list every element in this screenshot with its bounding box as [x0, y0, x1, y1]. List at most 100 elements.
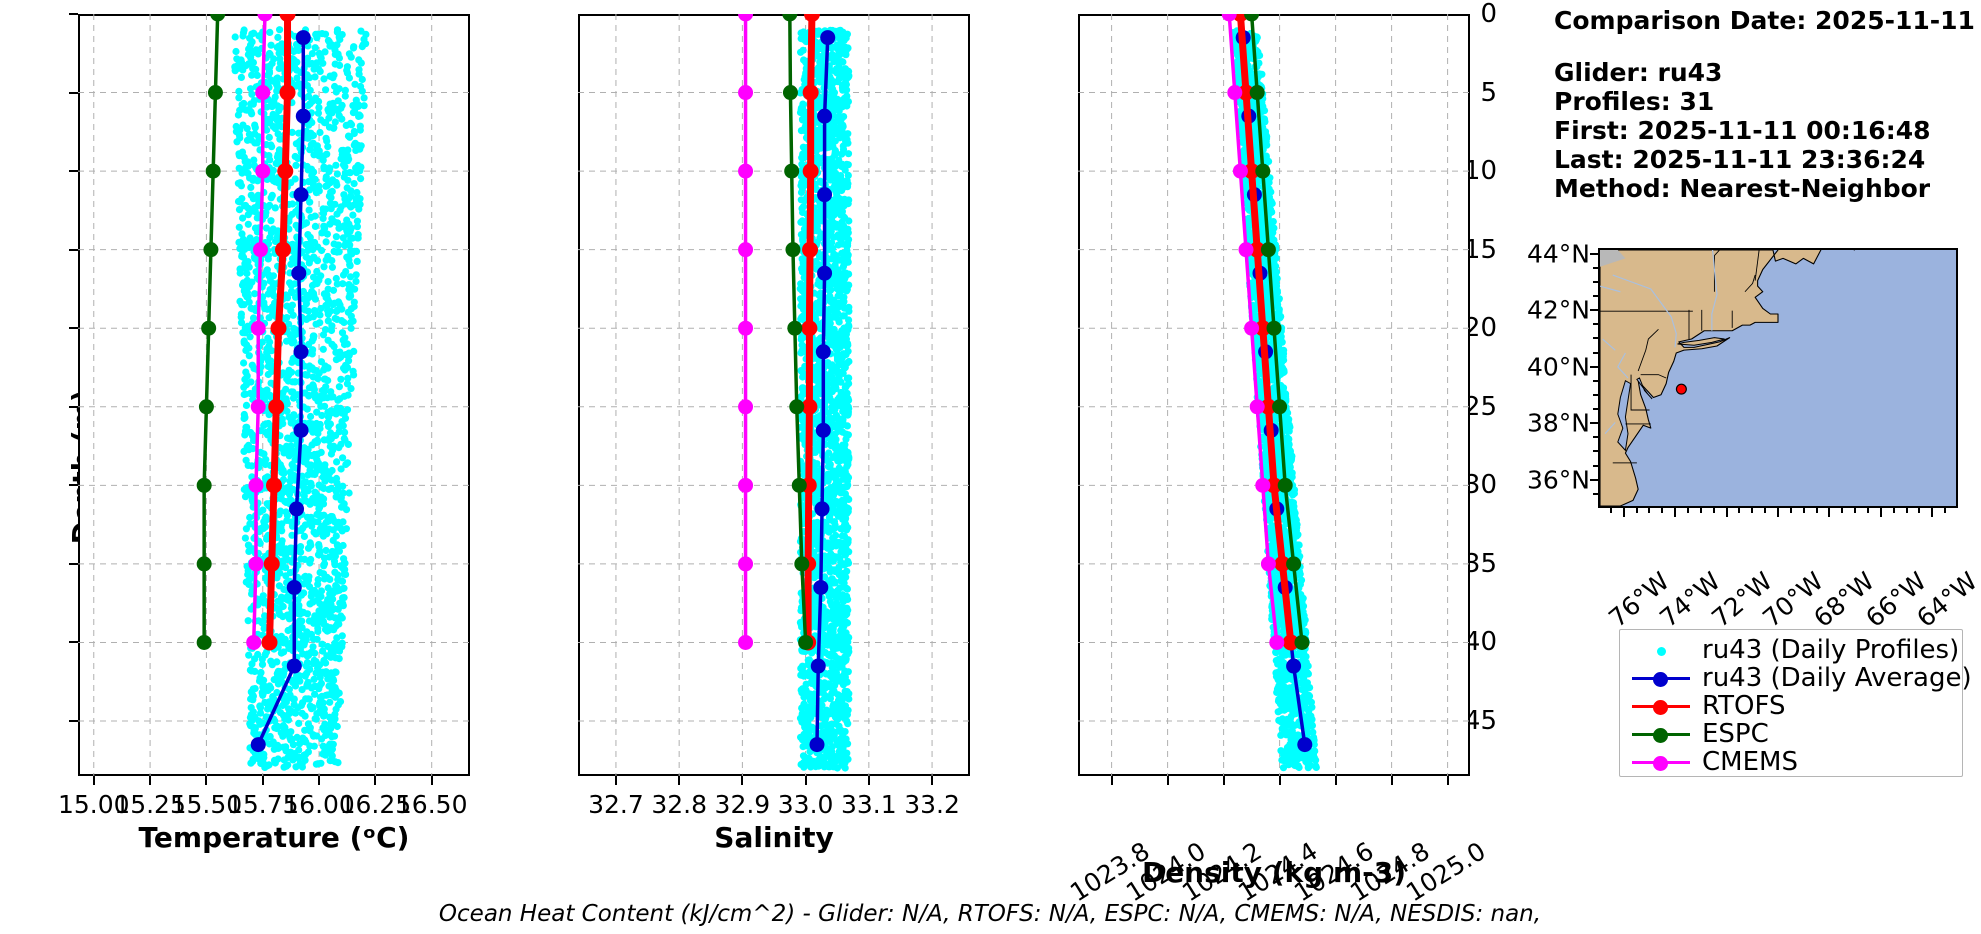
depth-tick-mark — [69, 641, 78, 644]
last-time-line: Last: 2025-11-11 23:36:24 — [1554, 145, 1926, 174]
map-lat-minor-tick — [1593, 351, 1598, 354]
legend-label: ru43 (Daily Profiles) — [1702, 635, 1960, 665]
map-lat-minor-tick — [1593, 323, 1598, 326]
depth-tick-mark — [69, 91, 78, 94]
density-axis-title: Density (kg m-3) — [1141, 856, 1407, 889]
location-map[interactable] — [1598, 248, 1958, 508]
depth-tick-mark — [69, 484, 78, 487]
depth-tick-mark — [69, 327, 78, 330]
map-lon-label: 68°W — [1808, 566, 1881, 633]
depth-tick-mark — [69, 248, 78, 251]
x-tick-label: 33.0 — [777, 790, 834, 819]
map-lat-label: 40°N — [1526, 352, 1590, 382]
temperature-axis-title: Temperature (ᵒC) — [138, 821, 410, 854]
depth-tick-mark — [69, 170, 78, 173]
map-lon-minor-tick — [1892, 508, 1895, 513]
series-cmems — [246, 14, 273, 650]
series-espc — [1244, 14, 1310, 650]
map-lat-minor-tick — [1593, 365, 1598, 368]
series-rtofs — [1232, 14, 1299, 651]
comparison-date-line: Comparison Date: 2025-11-11 — [1554, 6, 1975, 35]
map-lon-minor-tick — [1648, 508, 1651, 513]
depth-tick-mark — [69, 13, 78, 15]
x-tick-mark — [1166, 776, 1169, 785]
map-lon-minor-tick — [1777, 508, 1779, 513]
ocean-heat-content-caption: Ocean Heat Content (kJ/cm^2) - Glider: N… — [438, 901, 1542, 927]
legend-item-cmems[interactable]: CMEMS — [1630, 747, 1962, 777]
series-rtofs — [261, 14, 296, 651]
legend-marker-dot-icon — [1653, 672, 1668, 687]
map-lat-minor-tick — [1593, 337, 1598, 340]
x-tick-label: 32.7 — [588, 790, 644, 819]
map-lat-minor-tick — [1593, 280, 1598, 283]
map-lat-minor-tick — [1593, 252, 1598, 255]
map-lat-label: 44°N — [1526, 239, 1590, 269]
map-lon-minor-tick — [1802, 508, 1805, 513]
method-line: Method: Nearest-Neighbor — [1554, 174, 1931, 203]
x-tick-label: 33.2 — [904, 790, 960, 819]
legend-item-ru43-daily-average[interactable]: ru43 (Daily Average) — [1630, 663, 1972, 693]
series-espc — [782, 14, 814, 650]
x-tick-mark — [741, 776, 744, 785]
map-lat-minor-tick — [1593, 436, 1598, 439]
legend-scatter-dot-icon — [1657, 647, 1666, 656]
x-tick-mark — [1390, 776, 1393, 785]
x-tick-mark — [678, 776, 681, 785]
legend-item-rtofs[interactable]: RTOFS — [1630, 691, 1962, 721]
legend-symbol — [1630, 748, 1692, 776]
depth-tick-mark — [69, 562, 78, 565]
map-lon-minor-tick — [1622, 508, 1625, 513]
map-lat-minor-tick — [1593, 492, 1598, 495]
map-lat-minor-tick — [1593, 379, 1598, 382]
map-lon-minor-tick — [1635, 508, 1638, 513]
legend-marker-dot-icon — [1653, 756, 1668, 771]
map-lon-minor-tick — [1789, 508, 1792, 513]
density-panel — [1078, 14, 1470, 776]
map-lat-minor-tick — [1593, 422, 1598, 425]
map-lon-minor-tick — [1815, 508, 1818, 513]
legend-label: ru43 (Daily Average) — [1702, 663, 1972, 693]
map-lat-label: 36°N — [1526, 465, 1590, 495]
legend-symbol — [1630, 664, 1692, 692]
x-tick-label: 16.25 — [339, 790, 412, 819]
salinity-axis-title: Salinity — [714, 821, 834, 854]
legend-symbol — [1630, 720, 1692, 748]
map-lon-minor-tick — [1867, 508, 1869, 513]
map-lon-minor-tick — [1699, 508, 1702, 513]
profiles-line: Profiles: 31 — [1554, 87, 1715, 116]
x-tick-mark — [1110, 776, 1113, 785]
depth-tick-label: 0 — [1480, 0, 1497, 29]
map-lat-minor-tick — [1593, 266, 1598, 269]
x-tick-mark — [931, 776, 934, 785]
series-ru43-daily-average — [250, 30, 311, 753]
x-tick-mark — [430, 776, 433, 785]
x-tick-mark — [318, 776, 321, 785]
legend-marker-dot-icon — [1653, 700, 1668, 715]
map-lon-minor-tick — [1764, 508, 1767, 513]
map-lon-minor-tick — [1687, 508, 1689, 513]
daily-profiles-scatter — [231, 26, 370, 772]
series-espc — [196, 14, 226, 650]
map-lon-minor-tick — [1854, 508, 1857, 513]
salinity-axes-frame — [578, 14, 970, 776]
legend-item-espc[interactable]: ESPC — [1630, 719, 1962, 749]
map-lon-minor-tick — [1841, 508, 1844, 513]
map-lon-minor-tick — [1918, 508, 1921, 513]
salinity-plot-area — [578, 14, 970, 776]
x-tick-label: 32.9 — [714, 790, 771, 819]
x-tick-mark — [1446, 776, 1449, 785]
legend-label: ESPC — [1702, 719, 1769, 749]
x-tick-mark — [261, 776, 264, 785]
map-graphic — [1600, 250, 1956, 506]
map-lon-minor-tick — [1931, 508, 1934, 513]
temperature-panel — [78, 14, 470, 776]
map-lon-minor-tick — [1609, 508, 1612, 513]
x-tick-label: 32.8 — [651, 790, 707, 819]
x-tick-mark — [804, 776, 807, 785]
density-plot-area — [1078, 14, 1470, 776]
x-tick-mark — [1334, 776, 1337, 785]
x-tick-label: 15.00 — [57, 790, 130, 819]
map-lat-label: 42°N — [1526, 295, 1590, 325]
legend-item-ru43-daily-profiles[interactable]: ru43 (Daily Profiles) — [1630, 635, 1962, 665]
